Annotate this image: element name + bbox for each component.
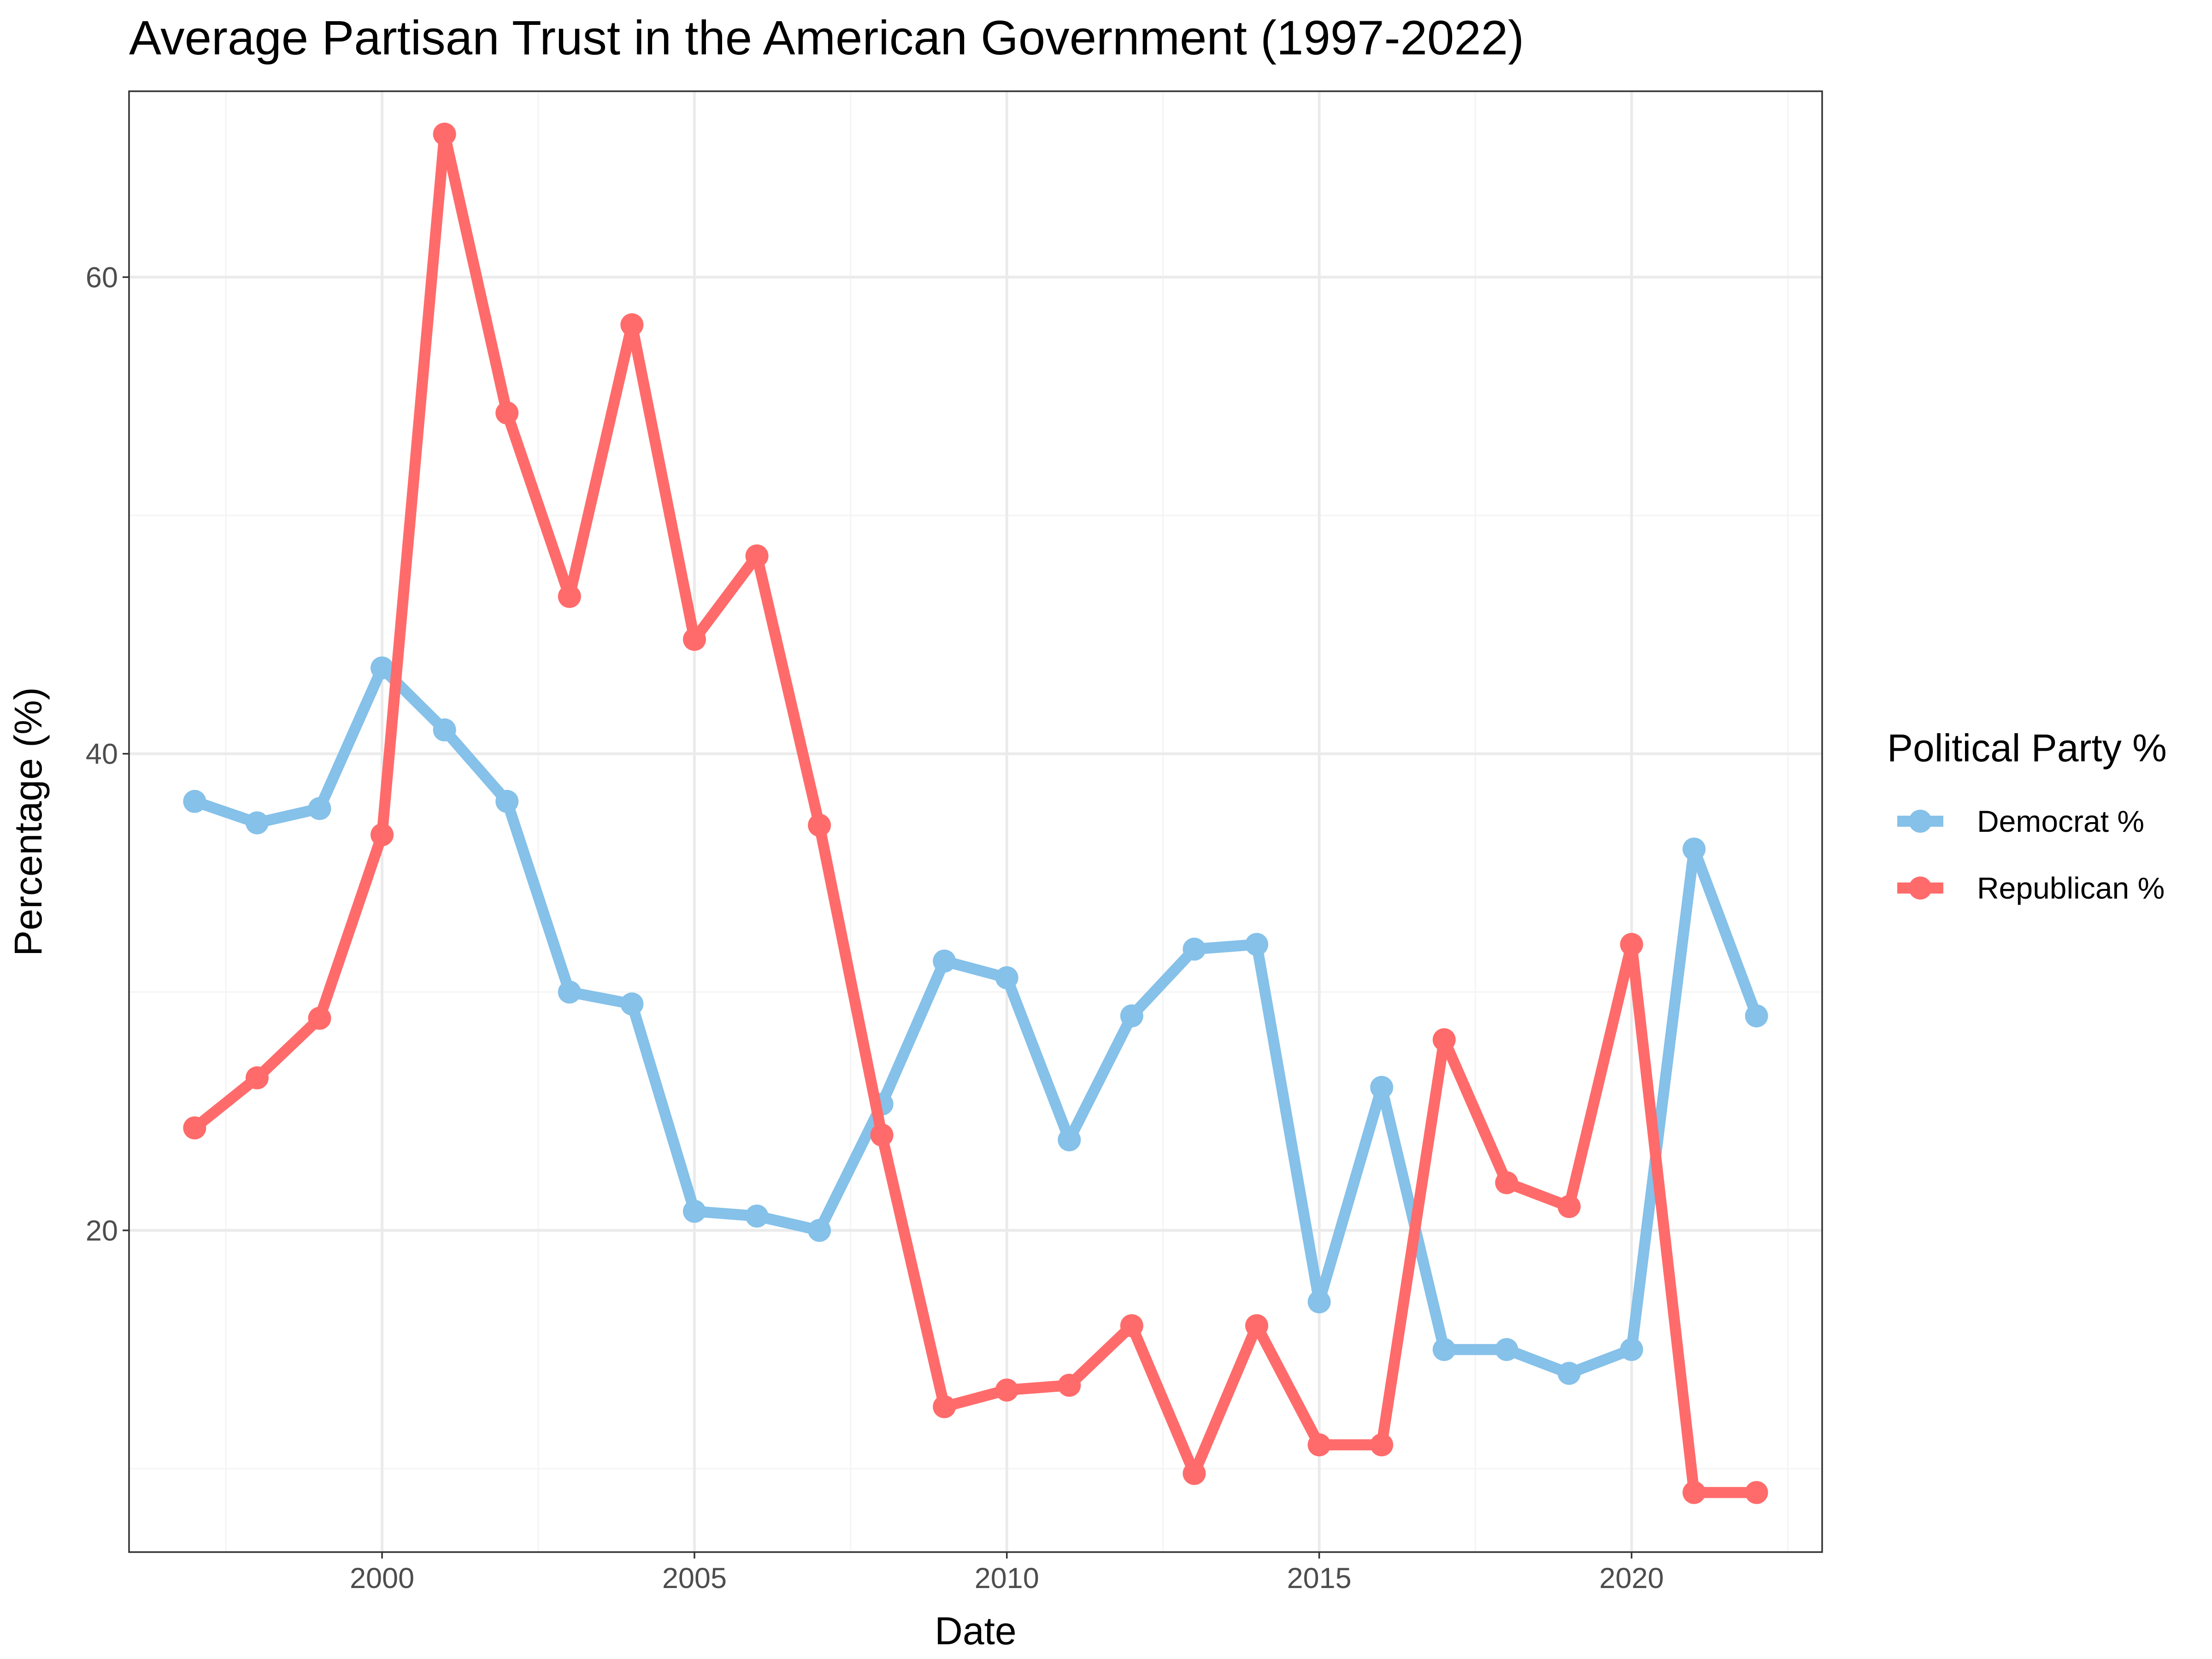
legend-key-point	[1909, 877, 1932, 900]
data-point	[433, 123, 456, 146]
series-line	[191, 129, 1757, 1498]
data-point	[1683, 837, 1706, 861]
data-point	[308, 797, 331, 820]
data-point	[745, 1204, 769, 1228]
x-tick-label: 2015	[1287, 1562, 1352, 1594]
series-republican	[183, 123, 1768, 1504]
x-tick-label: 2005	[662, 1562, 727, 1594]
data-point	[1307, 1433, 1331, 1457]
data-point	[1432, 1028, 1456, 1052]
data-point	[1745, 1481, 1768, 1504]
data-point	[1182, 937, 1206, 961]
data-point	[1557, 1362, 1581, 1385]
data-point	[245, 811, 269, 835]
chart-title: Average Partisan Trust in the American G…	[129, 11, 1524, 65]
legend-label: Republican %	[1977, 871, 2165, 905]
y-axis-title: Percentage (%)	[6, 687, 50, 956]
data-point	[1370, 1433, 1394, 1457]
data-point	[433, 718, 456, 741]
data-point	[371, 656, 394, 680]
legend-label: Democrat %	[1977, 804, 2144, 838]
data-point	[183, 790, 206, 813]
data-point	[995, 966, 1018, 989]
data-point	[995, 1378, 1018, 1402]
data-point	[308, 1006, 331, 1030]
data-point	[808, 1218, 831, 1242]
x-tick-label: 2010	[975, 1562, 1039, 1594]
data-point	[558, 585, 581, 608]
data-point	[1307, 1290, 1331, 1314]
data-point	[808, 813, 831, 837]
data-point	[495, 401, 519, 425]
data-point	[682, 628, 706, 651]
data-point	[1620, 933, 1643, 956]
data-point	[1495, 1338, 1518, 1361]
data-point	[1495, 1171, 1518, 1194]
series-group	[183, 123, 1768, 1504]
y-tick-label: 20	[86, 1215, 118, 1247]
legend: Political Party % Democrat % Republican %	[1887, 726, 2167, 905]
data-point	[1245, 933, 1269, 956]
data-point	[1120, 1004, 1143, 1028]
data-point	[620, 313, 644, 336]
data-point	[1745, 1004, 1768, 1028]
plot-panel-border	[128, 90, 1823, 1553]
y-tick-label: 60	[86, 261, 118, 294]
data-point	[245, 1066, 269, 1089]
legend-title: Political Party %	[1887, 726, 2167, 770]
data-point	[495, 790, 519, 813]
data-point	[183, 1116, 206, 1140]
data-point	[1120, 1314, 1143, 1337]
data-point	[558, 980, 581, 1004]
data-point	[620, 992, 644, 1016]
data-point	[1058, 1374, 1081, 1397]
data-point	[682, 1200, 706, 1223]
data-point	[933, 949, 956, 973]
data-point	[1058, 1128, 1081, 1152]
data-point	[933, 1395, 956, 1418]
legend-item: Democrat %	[1897, 804, 2144, 838]
series-democrat	[183, 656, 1768, 1385]
data-point	[1620, 1338, 1643, 1361]
x-axis-title: Date	[935, 1609, 1016, 1653]
data-point	[1245, 1314, 1269, 1337]
legend-key-point	[1909, 810, 1932, 833]
data-point	[1370, 1076, 1394, 1099]
x-tick-label: 2000	[350, 1562, 414, 1594]
data-point	[1683, 1481, 1706, 1504]
data-point	[371, 823, 394, 847]
y-tick-label: 40	[86, 738, 118, 771]
data-point	[1182, 1462, 1206, 1485]
data-point	[870, 1124, 894, 1147]
data-point	[1432, 1338, 1456, 1361]
legend-item: Republican %	[1897, 871, 2165, 905]
x-tick-label: 2020	[1599, 1562, 1664, 1594]
data-point	[745, 544, 769, 568]
data-point	[1557, 1195, 1581, 1218]
